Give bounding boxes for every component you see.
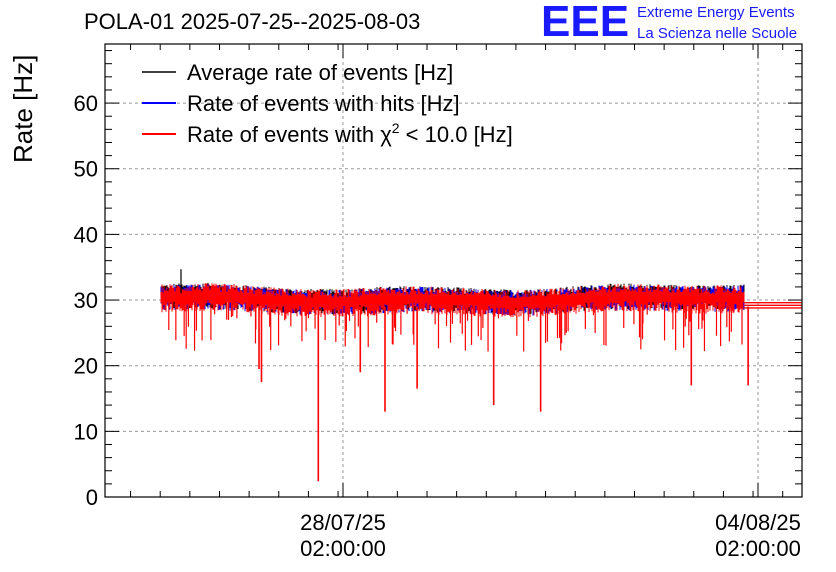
legend: Average rate of events [Hz] Rate of event… [142, 60, 513, 147]
axis-ticks: 010203040506028/07/2502:00:0004/08/2502:… [74, 44, 802, 561]
x-tick-label-date: 28/07/25 [300, 510, 386, 535]
plot-frame [104, 43, 803, 498]
x-tick-label-time: 02:00:00 [300, 536, 386, 561]
x-tick-label-date: 04/08/25 [715, 510, 801, 535]
y-tick-label: 0 [86, 485, 98, 510]
logo-line-2: La Scienza nelle Scuole [637, 25, 798, 42]
x-tick-label-time: 02:00:00 [715, 536, 801, 561]
legend-label: Rate of events with hits [Hz] [187, 91, 460, 116]
chi2-rate-series [160, 283, 745, 318]
y-tick-label: 60 [74, 91, 98, 116]
y-tick-label: 40 [74, 222, 98, 247]
data-series [160, 269, 802, 482]
y-tick-label: 10 [74, 419, 98, 444]
plot-border [104, 43, 803, 498]
y-tick-label: 50 [74, 157, 98, 182]
eee-logo: EEE [541, 0, 630, 46]
logo-line-1: Extreme Energy Events [637, 4, 795, 21]
y-tick-label: 30 [74, 288, 98, 313]
y-tick-label: 20 [74, 354, 98, 379]
legend-label: Average rate of events [Hz] [187, 60, 453, 85]
chart-title: POLA-01 2025-07-25--2025-08-03 [84, 9, 421, 34]
legend-label: Rate of events with χ2 < 10.0 [Hz] [187, 120, 513, 147]
y-axis-label: Rate [Hz] [8, 54, 38, 163]
